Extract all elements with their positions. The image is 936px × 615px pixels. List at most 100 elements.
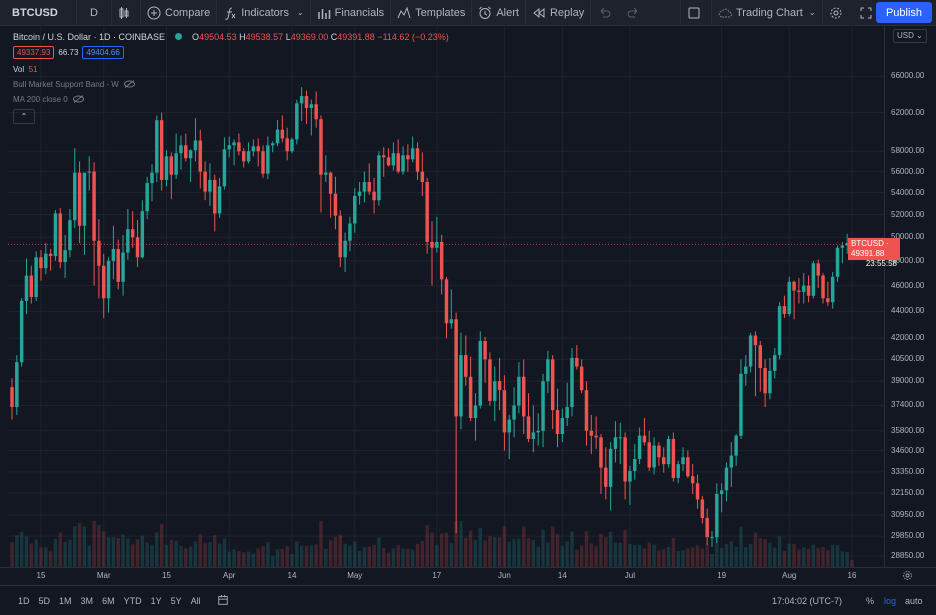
candle-body xyxy=(584,390,589,431)
templates-button[interactable]: Templates xyxy=(391,0,471,25)
candle-body xyxy=(637,435,642,459)
percent-toggle[interactable]: % xyxy=(866,595,875,606)
volume-bar xyxy=(386,552,391,567)
volume-bar xyxy=(512,538,516,567)
range-button-3m[interactable]: 3M xyxy=(80,595,94,606)
range-button-1m[interactable]: 1M xyxy=(59,595,72,606)
candle-body xyxy=(295,103,299,140)
volume-bar xyxy=(396,545,400,567)
bid-price[interactable]: 49337.93 xyxy=(13,46,55,59)
publish-button[interactable]: Publish xyxy=(876,2,932,23)
volume-bar xyxy=(579,545,584,567)
price-tick-label: 54000.00 xyxy=(891,187,925,197)
volume-bar xyxy=(102,531,106,567)
alarm-clock-icon xyxy=(478,6,492,20)
price-tick-label: 50000.00 xyxy=(891,232,925,242)
candle-body xyxy=(531,432,536,439)
volume-bar xyxy=(411,549,415,567)
clock-display[interactable]: 17:04:02 (UTC-7) xyxy=(772,595,843,606)
close-value: 49391.88 xyxy=(337,31,375,42)
candle-body xyxy=(425,182,429,242)
candle-body xyxy=(203,171,207,192)
volume-bar xyxy=(522,526,526,567)
candle-body xyxy=(739,373,743,436)
indicator-legend-1[interactable]: Bull Market Support Band - W xyxy=(13,77,449,92)
candle-body xyxy=(193,140,198,151)
collapse-legend-button[interactable]: ⌃ xyxy=(13,109,35,124)
chart-pane[interactable] xyxy=(8,26,884,567)
price-axis[interactable]: USD ⌄ 66000.00 62000.00 58000.00 56000.00 54… xyxy=(884,26,936,567)
layout-name-button[interactable]: Trading Chart ⌄ xyxy=(712,0,822,25)
range-button-5d[interactable]: 5D xyxy=(38,595,51,606)
interval-button[interactable]: D xyxy=(90,6,98,19)
alert-button[interactable]: Alert xyxy=(472,0,525,25)
axis-settings-icon[interactable] xyxy=(902,570,913,583)
compare-button[interactable]: Compare xyxy=(141,0,216,25)
redo-button[interactable] xyxy=(621,0,651,25)
volume-bar xyxy=(541,529,545,567)
date-range-group: 1D 5D 1M 3M 6M YTD 1Y 5Y All xyxy=(0,596,201,606)
candle-body xyxy=(497,381,502,391)
volume-bar xyxy=(126,538,130,567)
volume-bar xyxy=(835,545,840,567)
eye-off-icon[interactable] xyxy=(72,94,84,105)
candle-body xyxy=(179,145,183,154)
volume-bar xyxy=(710,554,714,567)
financials-button[interactable]: Financials xyxy=(311,0,391,25)
volume-bar xyxy=(266,542,270,567)
log-toggle[interactable]: log xyxy=(884,595,897,606)
symbol-search[interactable]: BTCUSD xyxy=(12,6,58,19)
indicators-button[interactable]: Indicators ⌄ xyxy=(217,0,309,25)
close-label: C xyxy=(330,31,338,42)
time-axis[interactable]: 15 Mar 15 Apr 14 May 17 Jun 14 Jul 19 Aug 16 xyxy=(0,567,936,585)
undo-button[interactable] xyxy=(591,0,621,25)
volume-bar xyxy=(797,549,801,567)
candle-body xyxy=(280,129,285,139)
plus-circle-icon xyxy=(147,6,161,20)
volume-bar xyxy=(353,541,357,567)
range-button-ytd[interactable]: YTD xyxy=(123,595,142,606)
candle-body xyxy=(618,437,623,439)
price-tick-label: 39000.00 xyxy=(891,376,925,386)
indicator-legend-2[interactable]: MA 200 close 0 xyxy=(13,92,449,107)
fullscreen-button[interactable] xyxy=(853,0,883,25)
replay-button[interactable]: Replay xyxy=(526,0,590,25)
volume-bar xyxy=(184,548,188,567)
candle-body xyxy=(140,211,145,258)
cloud-icon xyxy=(718,6,732,20)
candle-body xyxy=(473,405,478,418)
goto-date-icon[interactable] xyxy=(217,594,229,608)
chevron-down-icon[interactable]: ⌄ xyxy=(808,8,816,17)
volume-bar xyxy=(169,539,173,567)
candlestick-chart[interactable] xyxy=(8,26,884,567)
currency-selector[interactable]: USD ⌄ xyxy=(893,29,927,43)
chart-style-button[interactable] xyxy=(112,0,140,25)
candle-body xyxy=(251,146,256,152)
settings-button[interactable] xyxy=(823,0,853,25)
range-button-5y[interactable]: 5Y xyxy=(170,595,182,606)
eye-off-icon[interactable] xyxy=(123,79,135,90)
auto-toggle[interactable]: auto xyxy=(905,595,923,606)
candle-body xyxy=(184,145,188,159)
range-button-all[interactable]: All xyxy=(190,595,201,606)
candle-body xyxy=(700,499,705,518)
price-tick-label: 28850.00 xyxy=(891,550,925,560)
volume-bar xyxy=(594,546,598,567)
range-button-1y[interactable]: 1Y xyxy=(150,595,162,606)
candle-body xyxy=(744,366,748,374)
range-button-6m[interactable]: 6M xyxy=(102,595,115,606)
volume-bar xyxy=(193,541,198,567)
fullscreen-layout-button[interactable] xyxy=(681,0,711,25)
volume-bar xyxy=(174,540,178,567)
chevron-down-icon[interactable]: ⌄ xyxy=(296,8,304,17)
volume-bar xyxy=(242,552,246,567)
price-tick-label: 52000.00 xyxy=(891,209,925,219)
divider xyxy=(821,0,823,25)
time-tick-label: 14 xyxy=(557,571,567,580)
volume-bar xyxy=(758,538,762,567)
range-button-1d[interactable]: 1D xyxy=(18,595,30,606)
symbol-title[interactable]: Bitcoin / U.S. Dollar · 1D · COINBASE xyxy=(13,31,166,42)
ask-price[interactable]: 49404.66 xyxy=(82,46,124,59)
candle-body xyxy=(169,156,174,175)
candle-body xyxy=(517,376,521,406)
